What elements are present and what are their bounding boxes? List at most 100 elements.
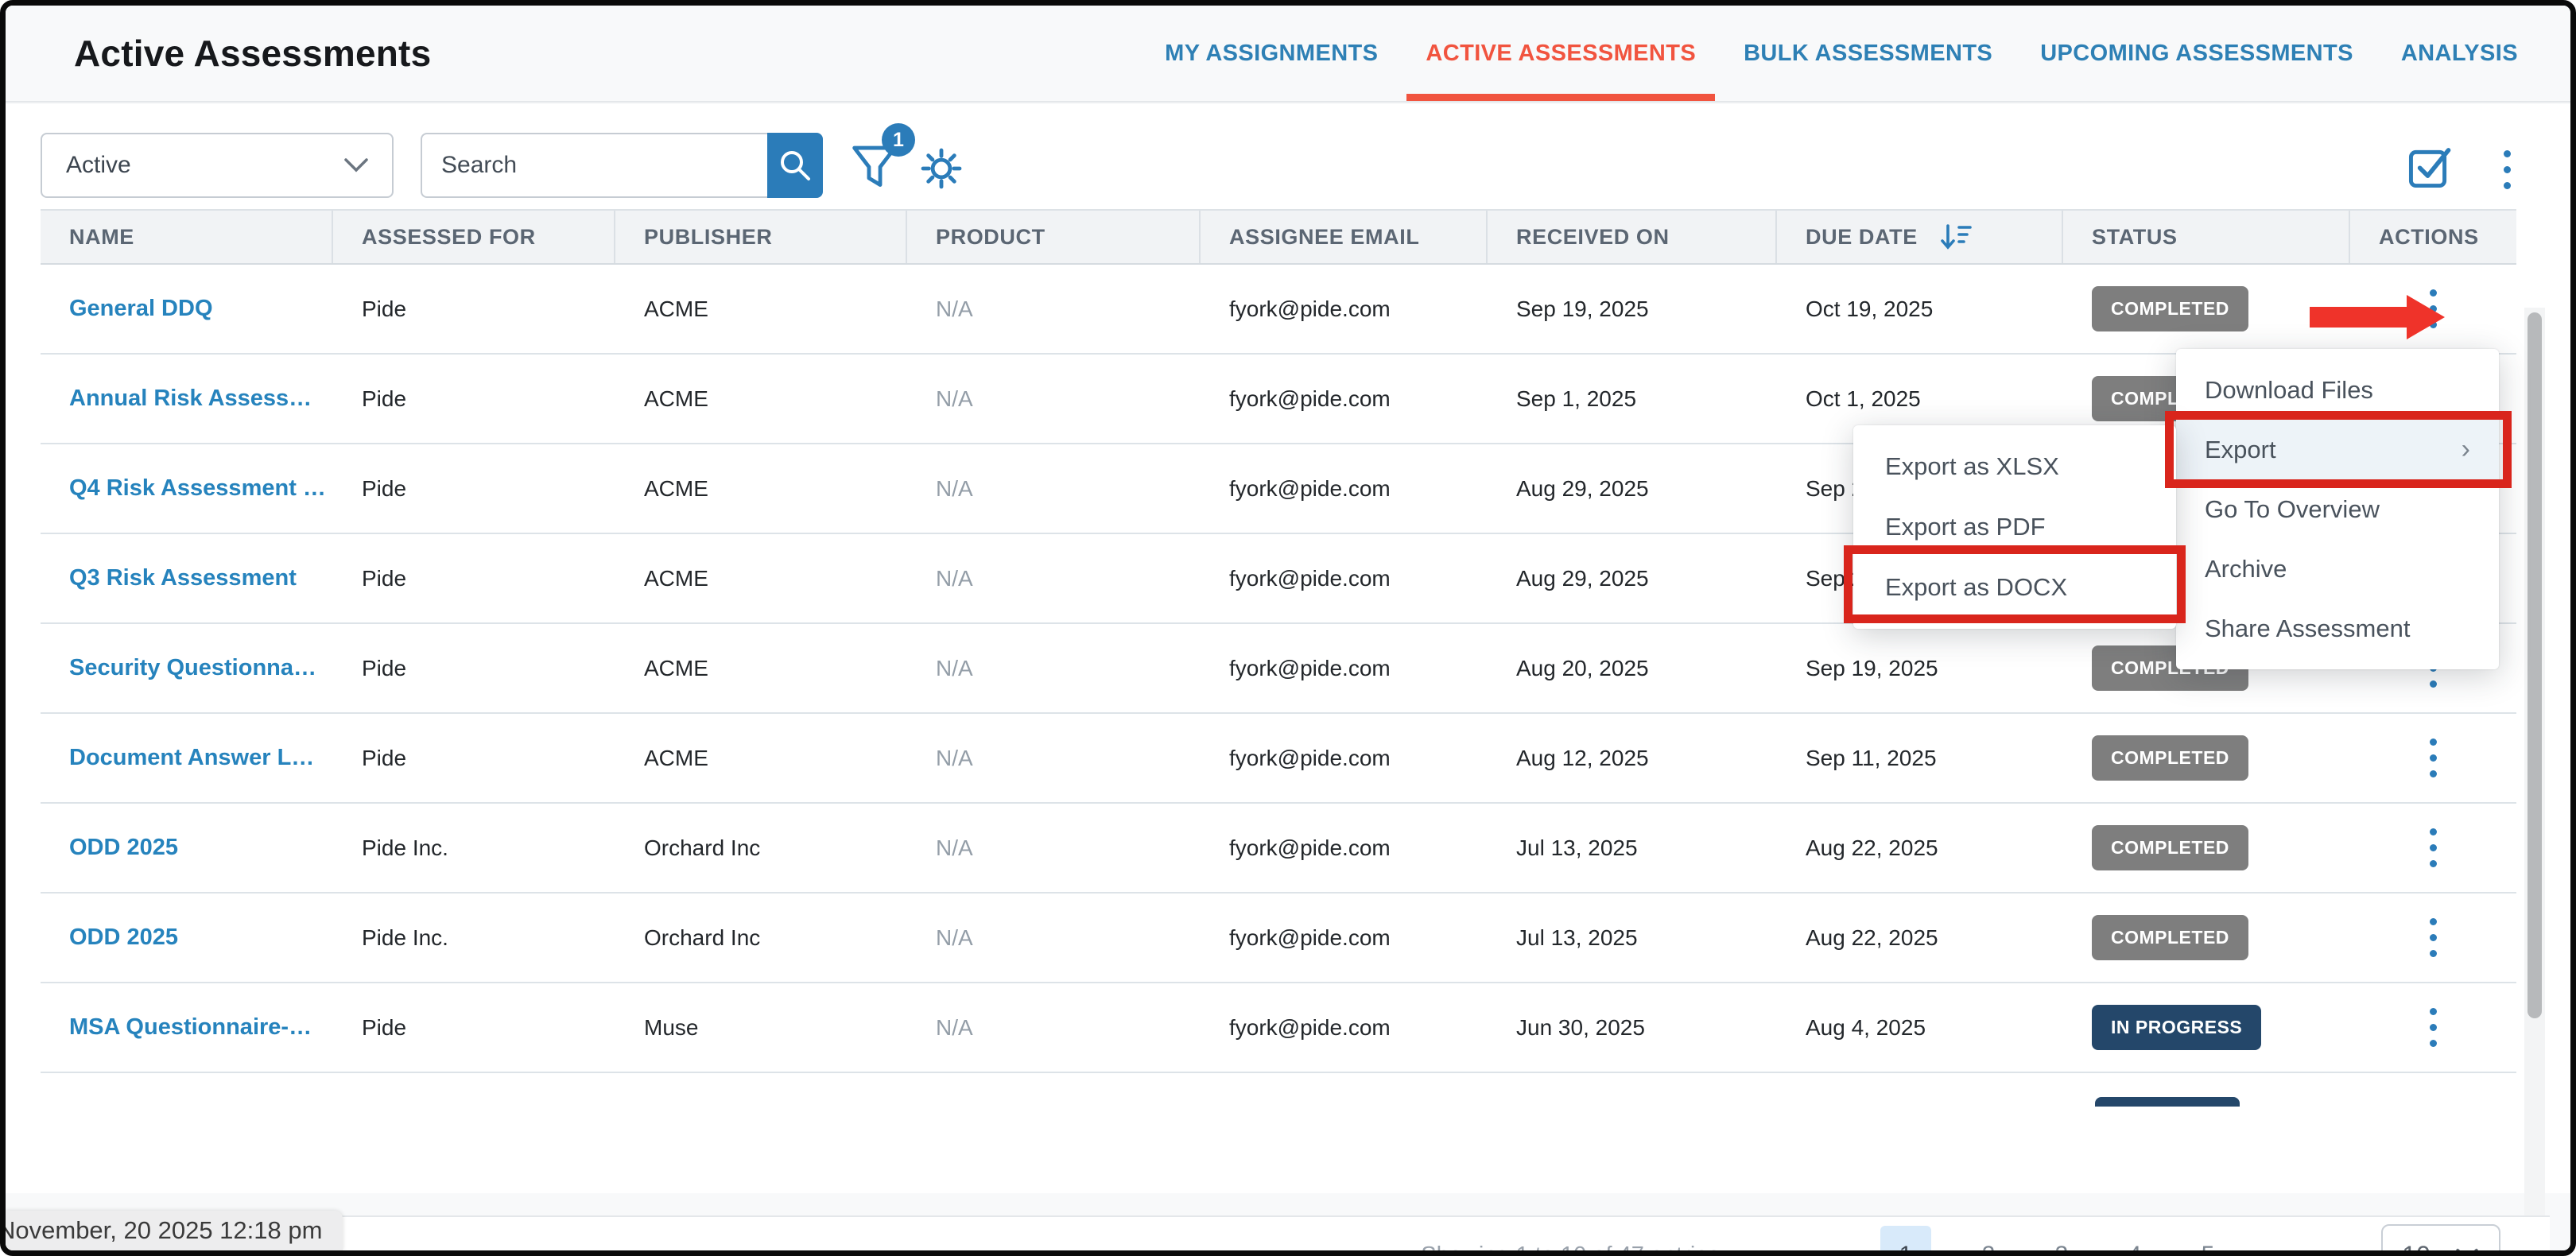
submenu-item-export-as-docx[interactable]: Export as DOCX — [1853, 557, 2176, 618]
chevron-right-icon: › — [2461, 434, 2470, 464]
column-header-label: DUE DATE — [1806, 224, 1918, 249]
chevron-down-icon — [2454, 1247, 2480, 1250]
status-badge: COMPLETED — [2092, 915, 2248, 960]
search-icon — [776, 146, 814, 184]
assessment-name-link[interactable]: Q4 Risk Assessment … — [69, 475, 326, 501]
cell-name: ODD 2025 — [41, 804, 333, 892]
column-header-label: ACTIONS — [2379, 224, 2479, 249]
menu-item-share-assessment[interactable]: Share Assessment — [2176, 599, 2499, 658]
tab-bar: MY ASSIGNMENTS ACTIVE ASSESSMENTS BULK ASS… — [1165, 6, 2518, 101]
vertical-scrollbar-track[interactable] — [2524, 308, 2545, 1215]
cell-status: IN PROGRESS — [2063, 983, 2350, 1072]
status-filter-select[interactable]: Active — [41, 133, 394, 198]
table-row: MSA Questionnaire-… Pide Muse N/A fyork@pide… — [41, 983, 2516, 1073]
submenu-item-export-as-xlsx[interactable]: Export as XLSX — [1853, 436, 2176, 497]
page-button-4[interactable]: 4 — [2128, 1242, 2142, 1256]
menu-item-go-to-overview[interactable]: Go To Overview — [2176, 479, 2499, 539]
cell-product: N/A — [936, 565, 973, 591]
cell-due-date: Oct 1, 2025 — [1806, 386, 1921, 411]
cell-actions — [2350, 265, 2516, 353]
tab-analysis[interactable]: ANALYSIS — [2401, 6, 2518, 101]
menu-item-label: Download Files — [2205, 375, 2373, 404]
vertical-scrollbar-thumb[interactable] — [2528, 312, 2542, 1018]
column-header-name[interactable]: NAME — [41, 211, 333, 263]
assessment-name-link[interactable]: ODD 2025 — [69, 925, 179, 950]
table-row: ODD 2025 Pide Inc. Orchard Inc N/A fyork@pid… — [41, 894, 2516, 983]
table-row: General DDQ Pide ACME N/A fyork@pide.com Sep … — [41, 265, 2516, 355]
cell-received-on: Jul 13, 2025 — [1516, 835, 1638, 860]
cell-due-date: Aug 22, 2025 — [1806, 925, 1938, 950]
cell-actions — [2350, 983, 2516, 1072]
column-header-assignee-email[interactable]: ASSIGNEE EMAIL — [1201, 211, 1488, 263]
cell-assignee-email: fyork@pide.com — [1229, 475, 1391, 501]
page-button-3[interactable]: 3 — [2054, 1242, 2069, 1256]
submenu-item-label: Export as PDF — [1885, 513, 2046, 541]
row-actions-kebab-icon[interactable] — [2425, 913, 2442, 962]
cell-assignee-email: fyork@pide.com — [1229, 655, 1391, 680]
sort-descending-icon[interactable] — [1938, 219, 1973, 254]
column-header-actions[interactable]: ACTIONS — [2350, 211, 2516, 263]
column-header-product[interactable]: PRODUCT — [907, 211, 1201, 263]
menu-item-export[interactable]: Export › — [2176, 420, 2499, 479]
page-button-5[interactable]: 5 — [2201, 1242, 2215, 1256]
gear-icon[interactable] — [918, 145, 964, 192]
column-header-label: RECEIVED ON — [1516, 224, 1670, 249]
table-options-kebab-icon[interactable] — [2499, 145, 2516, 194]
row-actions-kebab-icon[interactable] — [2425, 285, 2442, 333]
table-body: General DDQ Pide ACME N/A fyork@pide.com Sep … — [41, 265, 2516, 1073]
page-numbers: 1 2 3 4 5 — [1880, 1226, 2224, 1256]
column-header-received-on[interactable]: RECEIVED ON — [1488, 211, 1777, 263]
last-page-button[interactable]: » — [2315, 1239, 2332, 1256]
assessment-name-link[interactable]: MSA Questionnaire-… — [69, 1014, 312, 1040]
column-header-label: ASSESSED FOR — [362, 224, 536, 249]
tab-active-assessments[interactable]: ACTIVE ASSESSMENTS — [1406, 6, 1715, 101]
cell-publisher: Muse — [644, 1014, 699, 1040]
assessment-name-link[interactable]: General DDQ — [69, 296, 213, 321]
search-bar — [421, 133, 823, 198]
assessment-name-link[interactable]: Annual Risk Assess… — [69, 386, 312, 411]
first-page-button[interactable]: « — [1771, 1239, 1788, 1256]
column-header-due-date[interactable]: DUE DATE — [1777, 211, 2063, 263]
cell-product: N/A — [936, 386, 973, 411]
cell-due-date: Aug 22, 2025 — [1806, 835, 1938, 860]
select-all-checkbox-icon[interactable] — [2405, 142, 2454, 192]
column-header-publisher[interactable]: PUBLISHER — [615, 211, 907, 263]
column-header-status[interactable]: STATUS — [2063, 211, 2350, 263]
tab-bulk-assessments[interactable]: BULK ASSESSMENTS — [1744, 6, 1992, 101]
cell-received-on: Jul 13, 2025 — [1516, 925, 1638, 950]
row-actions-kebab-icon[interactable] — [2425, 824, 2442, 872]
table-row: ODD 2025 Pide Inc. Orchard Inc N/A fyork@pid… — [41, 804, 2516, 894]
assessment-name-link[interactable]: Q3 Risk Assessment — [69, 565, 297, 591]
menu-item-archive[interactable]: Archive — [2176, 539, 2499, 599]
status-filter-value: Active — [66, 152, 131, 178]
search-input[interactable] — [421, 133, 767, 198]
row-actions-kebab-icon[interactable] — [2425, 734, 2442, 782]
cell-due-date: Aug 4, 2025 — [1806, 1014, 1926, 1040]
cell-product: N/A — [936, 475, 973, 501]
search-button[interactable] — [767, 133, 823, 198]
page-button-1[interactable]: 1 — [1880, 1226, 1931, 1250]
next-page-button[interactable]: › — [2264, 1239, 2275, 1256]
menu-item-label: Go To Overview — [2205, 494, 2380, 523]
page-button-2[interactable]: 2 — [1981, 1242, 1996, 1256]
assessment-name-link[interactable]: ODD 2025 — [69, 835, 179, 860]
row-actions-kebab-icon[interactable] — [2425, 1003, 2442, 1052]
tab-my-assignments[interactable]: MY ASSIGNMENTS — [1165, 6, 1378, 101]
assessment-name-link[interactable]: Document Answer L… — [69, 745, 315, 770]
cell-status: COMPLETED — [2063, 714, 2350, 802]
prev-page-button[interactable]: ‹ — [1829, 1239, 1839, 1256]
cell-actions — [2350, 804, 2516, 892]
submenu-item-export-as-pdf[interactable]: Export as PDF — [1853, 497, 2176, 557]
cell-received-on: Aug 29, 2025 — [1516, 565, 1649, 591]
column-header-assessed-for[interactable]: ASSESSED FOR — [333, 211, 615, 263]
page-size-select[interactable]: 10 — [2381, 1224, 2500, 1250]
cell-name: Q3 Risk Assessment — [41, 534, 333, 622]
table-header-row: NAME ASSESSED FOR PUBLISHER PRODUCT ASSIGNEE… — [41, 209, 2516, 265]
timestamp-text: November, 20 2025 12:18 pm — [0, 1216, 323, 1244]
cell-assessed-for: Pide — [362, 655, 407, 680]
assessment-name-link[interactable]: Security Questionna… — [69, 655, 317, 680]
tab-upcoming-assessments[interactable]: UPCOMING ASSESSMENTS — [2040, 6, 2353, 101]
menu-item-download-files[interactable]: Download Files — [2176, 360, 2499, 420]
tab-label: ANALYSIS — [2400, 40, 2518, 66]
